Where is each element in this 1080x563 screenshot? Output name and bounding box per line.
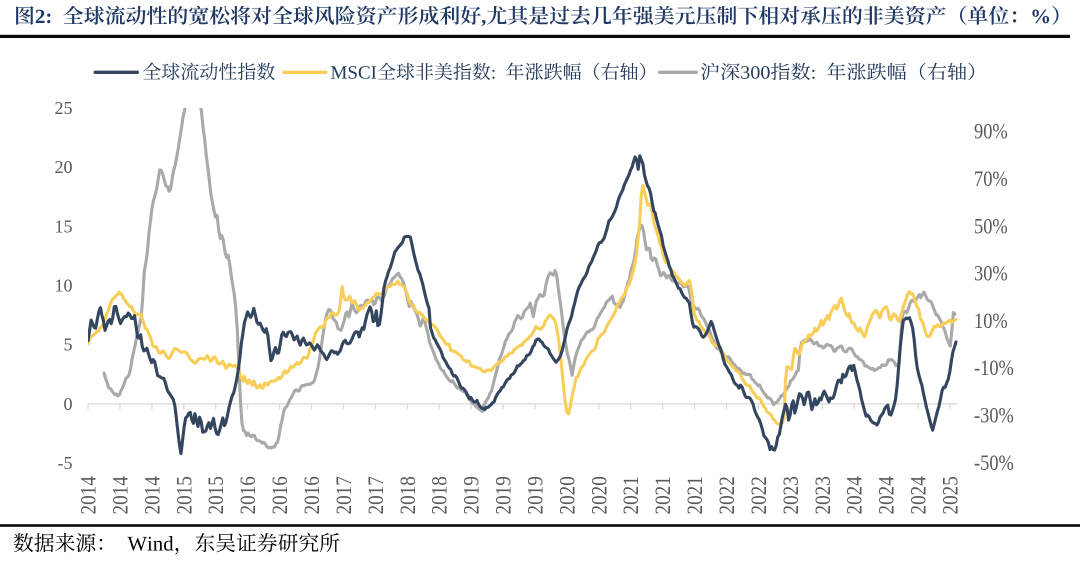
- svg-text:2019: 2019: [522, 476, 548, 514]
- svg-text:2021: 2021: [682, 476, 708, 514]
- svg-text:2024: 2024: [905, 476, 931, 515]
- svg-text:2018: 2018: [394, 476, 420, 514]
- svg-text:30%: 30%: [974, 262, 1008, 286]
- svg-text:2016: 2016: [235, 476, 261, 514]
- svg-text:2019: 2019: [458, 476, 484, 514]
- svg-text:-10%: -10%: [974, 357, 1014, 381]
- svg-text:2014: 2014: [139, 476, 165, 515]
- svg-text:2021: 2021: [650, 476, 676, 514]
- svg-text:2024: 2024: [873, 476, 899, 515]
- svg-text:-30%: -30%: [974, 404, 1014, 428]
- svg-text:5: 5: [64, 335, 73, 355]
- svg-text:25: 25: [55, 98, 73, 118]
- svg-text:10%: 10%: [974, 310, 1008, 334]
- svg-text:2024: 2024: [841, 476, 867, 515]
- svg-text:10: 10: [55, 276, 73, 296]
- svg-text:50%: 50%: [974, 215, 1008, 239]
- svg-text:-50%: -50%: [974, 452, 1014, 476]
- svg-text:2018: 2018: [426, 476, 452, 514]
- svg-text:2015: 2015: [171, 476, 197, 514]
- svg-text:2022: 2022: [745, 476, 771, 514]
- svg-text:2019: 2019: [490, 476, 516, 514]
- svg-text:2017: 2017: [362, 476, 388, 514]
- svg-text:70%: 70%: [974, 168, 1008, 192]
- svg-text:90%: 90%: [974, 120, 1008, 144]
- svg-text:20: 20: [55, 157, 73, 177]
- svg-text:2020: 2020: [586, 476, 612, 514]
- svg-text:2020: 2020: [554, 476, 580, 514]
- svg-text:2015: 2015: [203, 476, 229, 514]
- svg-text:2014: 2014: [107, 476, 133, 515]
- svg-text:2014: 2014: [75, 476, 101, 515]
- svg-text:2021: 2021: [618, 476, 644, 514]
- svg-text:-5: -5: [58, 453, 73, 473]
- svg-text:2017: 2017: [330, 476, 356, 514]
- svg-text:2023: 2023: [777, 476, 803, 514]
- svg-text:2022: 2022: [714, 476, 740, 514]
- svg-text:2023: 2023: [809, 476, 835, 514]
- svg-text:15: 15: [55, 216, 73, 236]
- svg-text:0: 0: [64, 394, 73, 414]
- svg-text:2016: 2016: [267, 476, 293, 514]
- svg-text:2016: 2016: [299, 476, 325, 514]
- svg-text:2025: 2025: [937, 476, 963, 514]
